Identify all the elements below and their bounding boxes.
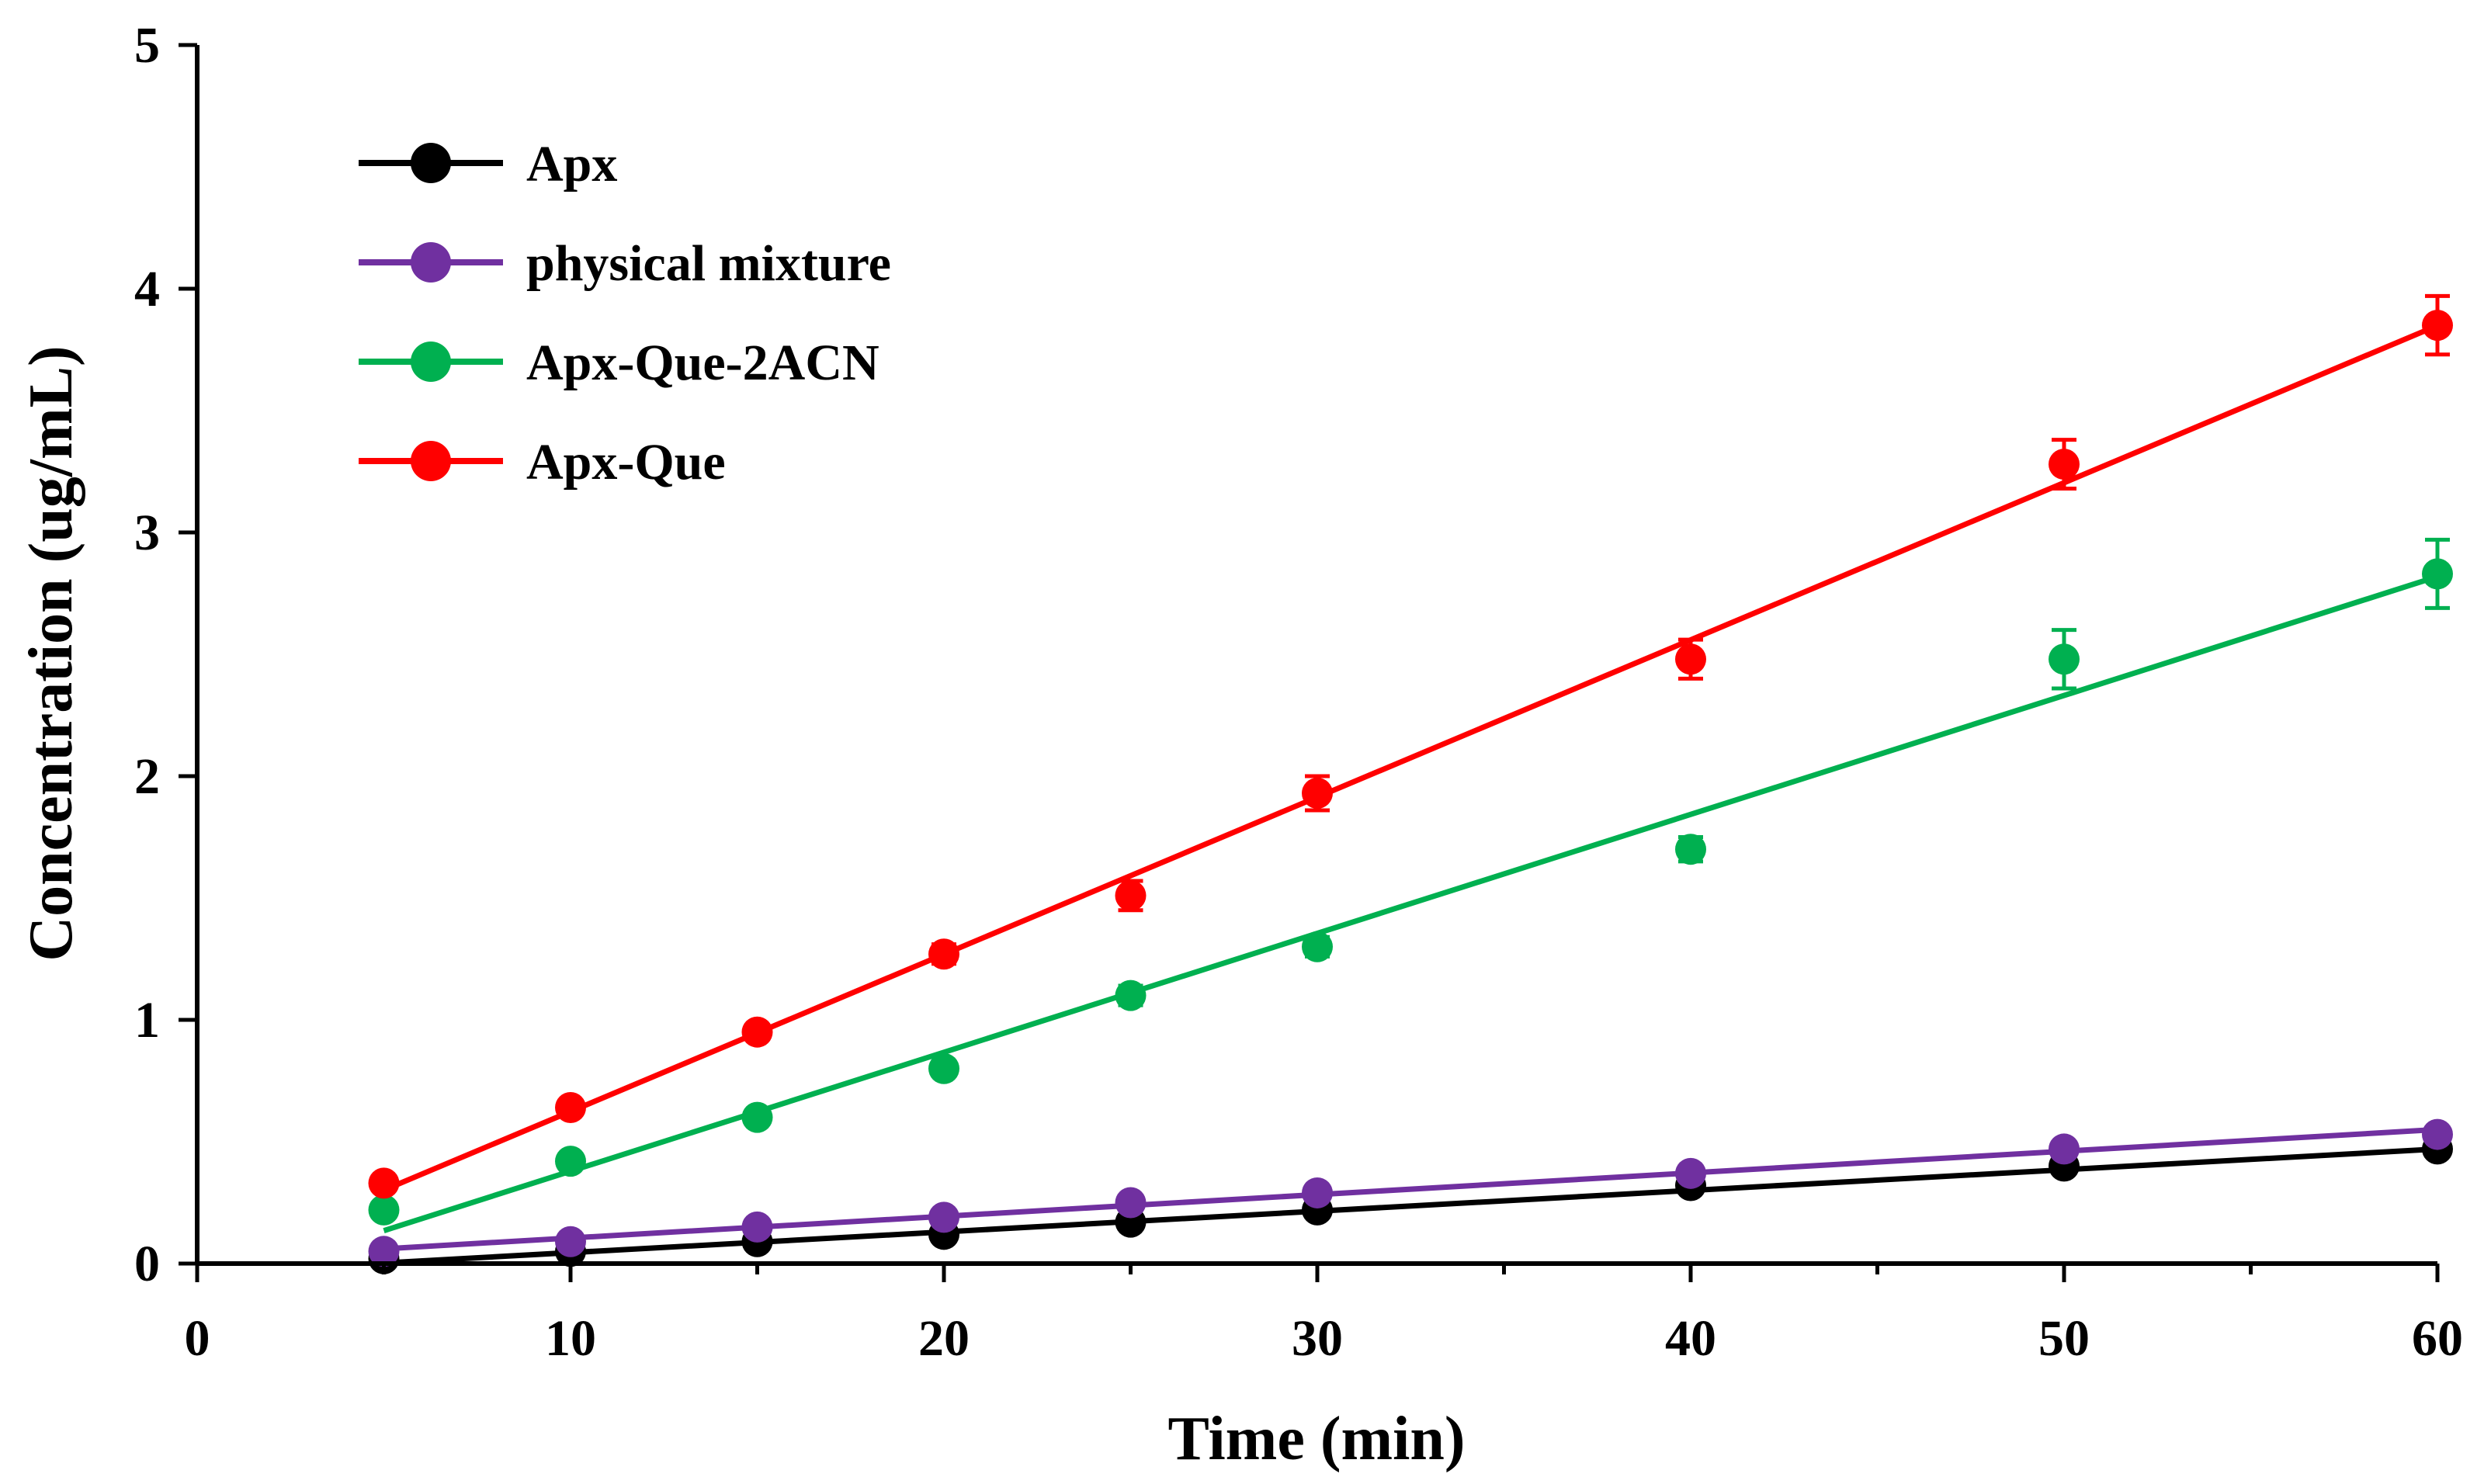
data-point <box>1115 980 1147 1011</box>
data-point <box>1675 834 1706 865</box>
x-axis-title: Time (min) <box>1168 1405 1466 1473</box>
legend-item: Apx-Que-2ACN <box>359 335 879 391</box>
x-tick-label: 40 <box>1665 1310 1716 1367</box>
fit-line <box>383 1126 2438 1252</box>
data-point <box>1302 777 1333 809</box>
y-tick-label: 5 <box>134 17 160 74</box>
fit-line <box>383 1146 2438 1266</box>
fit-line <box>383 574 2439 1233</box>
data-point <box>368 1167 400 1199</box>
data-point <box>555 1226 586 1257</box>
legend-marker <box>411 342 451 382</box>
data-point <box>2422 558 2453 590</box>
x-tick-label: 20 <box>918 1310 970 1367</box>
data-point <box>2049 643 2080 675</box>
data-point <box>741 1101 773 1133</box>
legend-label: Apx-Que <box>526 434 726 491</box>
y-tick-label: 4 <box>134 261 160 317</box>
legend-marker <box>411 441 451 481</box>
series-apx-que-2acn <box>368 537 2453 1233</box>
data-point <box>928 1201 959 1233</box>
data-point <box>555 1092 586 1124</box>
data-point <box>1302 1177 1333 1208</box>
x-tick-label: 50 <box>2038 1310 2090 1367</box>
x-tick-label: 0 <box>185 1310 210 1367</box>
data-point <box>1675 643 1706 675</box>
data-point <box>1115 1187 1147 1219</box>
legend-marker <box>411 242 451 283</box>
data-point <box>1302 931 1333 962</box>
axes: 0 10 20 30 40 50 60 0 1 2 3 4 5 <box>134 17 2463 1367</box>
data-point <box>2049 1133 2080 1165</box>
legend-item: Apx-Que <box>359 434 726 491</box>
y-tick-label: 2 <box>134 748 160 805</box>
legend-item: physical mixture <box>359 235 891 292</box>
legend-item: Apx <box>359 136 617 192</box>
legend-marker <box>411 143 451 183</box>
legend-label: Apx <box>526 136 617 192</box>
series-apx <box>368 1133 2453 1274</box>
data-point <box>2422 310 2453 342</box>
data-point <box>928 1052 959 1084</box>
y-tick-label: 0 <box>134 1236 160 1292</box>
data-point <box>2422 1118 2453 1150</box>
x-tick-label: 60 <box>2412 1310 2463 1367</box>
data-point <box>1115 879 1147 911</box>
data-point <box>741 1211 773 1243</box>
series-apx-que <box>368 293 2453 1199</box>
y-tick-label: 1 <box>134 992 160 1049</box>
data-point <box>555 1146 586 1177</box>
series-physical-mixture <box>368 1118 2453 1267</box>
legend: Apx physical mixture Apx-Que-2ACN Apx-Que <box>359 136 891 491</box>
plot-lines <box>368 293 2453 1274</box>
fit-line <box>383 323 2439 1193</box>
x-tick-label: 30 <box>1292 1310 1343 1367</box>
y-axis-title: Concentration (ug/mL) <box>17 345 85 961</box>
data-point <box>1675 1157 1706 1189</box>
legend-label: physical mixture <box>526 235 891 292</box>
y-tick-label: 3 <box>134 504 160 561</box>
x-tick-label: 10 <box>545 1310 596 1367</box>
data-point <box>368 1194 400 1226</box>
legend-label: Apx-Que-2ACN <box>526 335 879 391</box>
data-point <box>368 1236 400 1267</box>
data-point <box>928 938 959 970</box>
data-point <box>741 1016 773 1048</box>
data-point <box>2049 449 2080 480</box>
